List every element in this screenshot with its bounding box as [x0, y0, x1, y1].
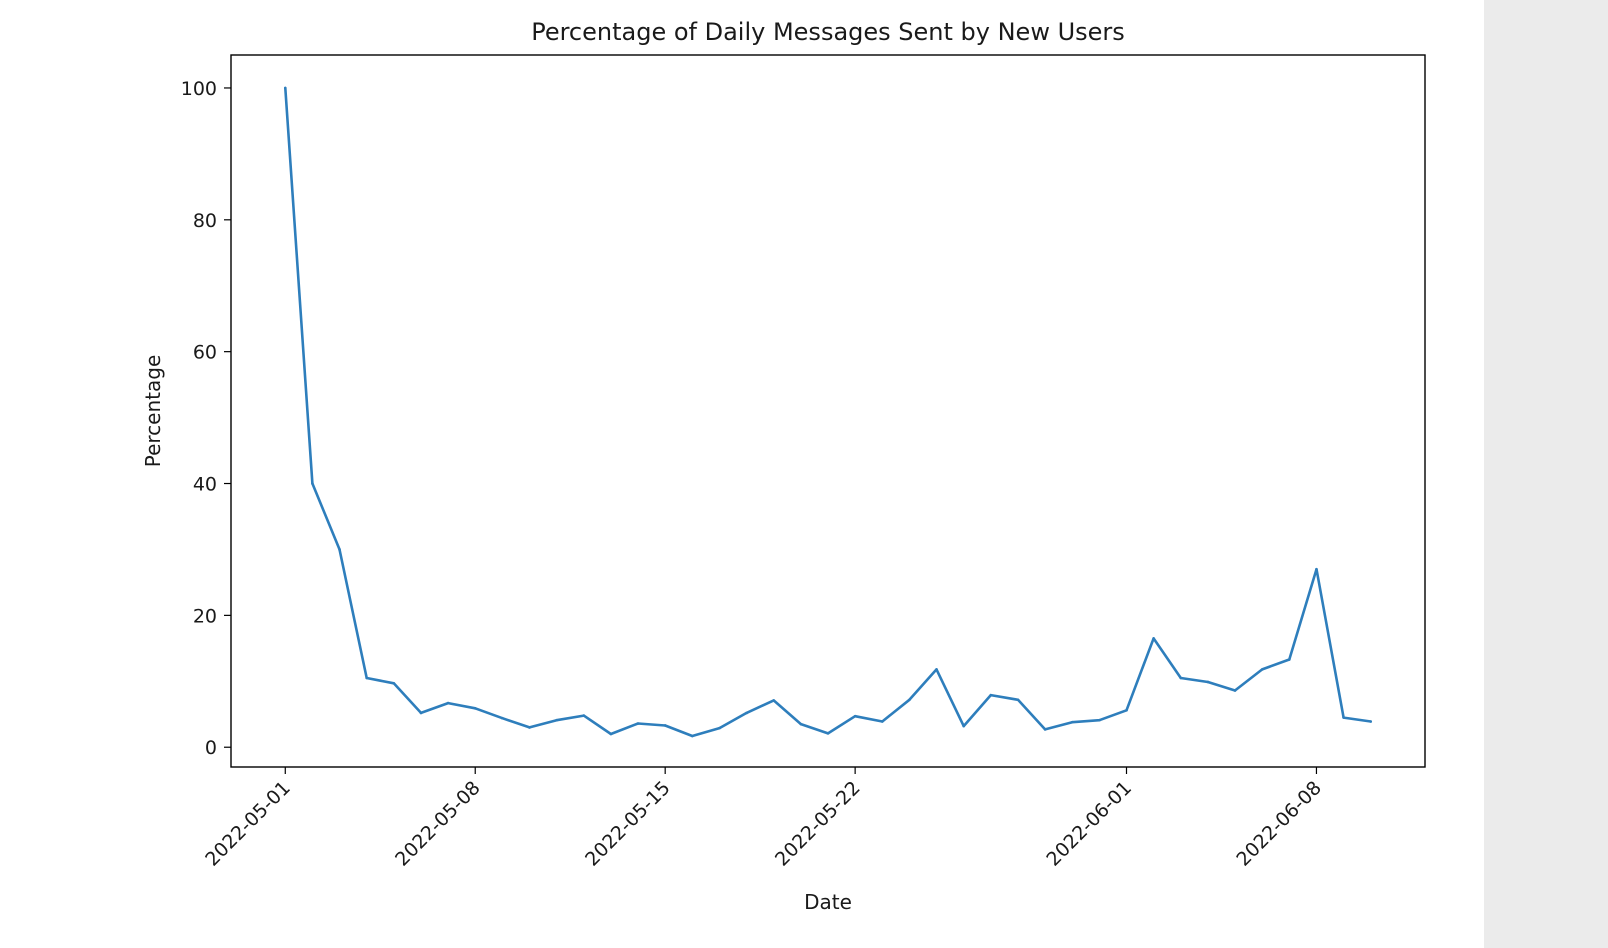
y-tick-label: 80 [193, 210, 217, 232]
data-point [1260, 668, 1264, 671]
chart-title: Percentage of Daily Messages Sent by New… [531, 18, 1125, 46]
series-layer [283, 86, 1373, 738]
data-point [1016, 698, 1020, 702]
data-point [555, 718, 558, 722]
data-point [745, 711, 748, 715]
y-tick-label: 100 [181, 78, 217, 100]
data-point [663, 724, 667, 727]
x-tick-label: 2022-05-15 [581, 777, 675, 871]
data-point [908, 698, 911, 702]
data-point [691, 734, 694, 738]
data-point [772, 699, 776, 702]
scrollbar-gutter[interactable] [1484, 0, 1608, 948]
y-tick-label: 0 [205, 737, 217, 759]
data-point [880, 720, 884, 723]
data-point [311, 482, 314, 485]
x-tick-label: 2022-05-01 [201, 777, 295, 871]
data-point [718, 726, 721, 730]
data-point [528, 726, 531, 729]
x-axis: 2022-05-01 2022-05-08 2022-05-15 2022-05-22… [201, 767, 1326, 871]
data-point [989, 693, 993, 697]
data-point [392, 681, 396, 685]
data-point [1070, 720, 1074, 724]
y-tick-label: 20 [193, 605, 217, 627]
x-axis-label: Date [804, 890, 852, 914]
data-point [1152, 637, 1155, 640]
data-point [419, 711, 423, 715]
y-tick-label: 40 [193, 474, 217, 496]
data-point [826, 732, 830, 735]
data-point [501, 716, 504, 720]
y-axis: 0 20 40 60 80 100 [181, 78, 231, 759]
data-point [609, 732, 613, 736]
data-point [636, 722, 640, 725]
series-line [283, 86, 1372, 738]
data-point [338, 548, 341, 551]
data-point [1315, 567, 1318, 571]
data-point [1179, 676, 1183, 680]
data-point [1043, 728, 1047, 731]
plot-area-frame [230, 54, 1426, 768]
data-point [1369, 720, 1373, 723]
data-point [365, 676, 368, 680]
data-point [1233, 689, 1237, 692]
data-point [446, 701, 450, 705]
data-point [853, 714, 857, 718]
data-point [283, 86, 287, 90]
data-point [935, 668, 938, 671]
data-point [962, 724, 965, 728]
x-tick-label: 2022-05-08 [391, 777, 485, 871]
data-point [799, 722, 803, 726]
data-point [1125, 709, 1128, 712]
y-axis-label: Percentage [141, 355, 165, 468]
data-point [1342, 716, 1345, 719]
y-tick-label: 60 [193, 342, 217, 364]
x-tick-label: 2022-06-01 [1042, 777, 1136, 871]
data-point [1288, 658, 1291, 661]
data-point [582, 714, 586, 717]
data-point [1098, 718, 1101, 722]
data-point [473, 707, 477, 710]
x-tick-label: 2022-06-08 [1232, 777, 1326, 871]
x-tick-label: 2022-05-22 [771, 777, 865, 871]
data-point [1206, 680, 1210, 684]
